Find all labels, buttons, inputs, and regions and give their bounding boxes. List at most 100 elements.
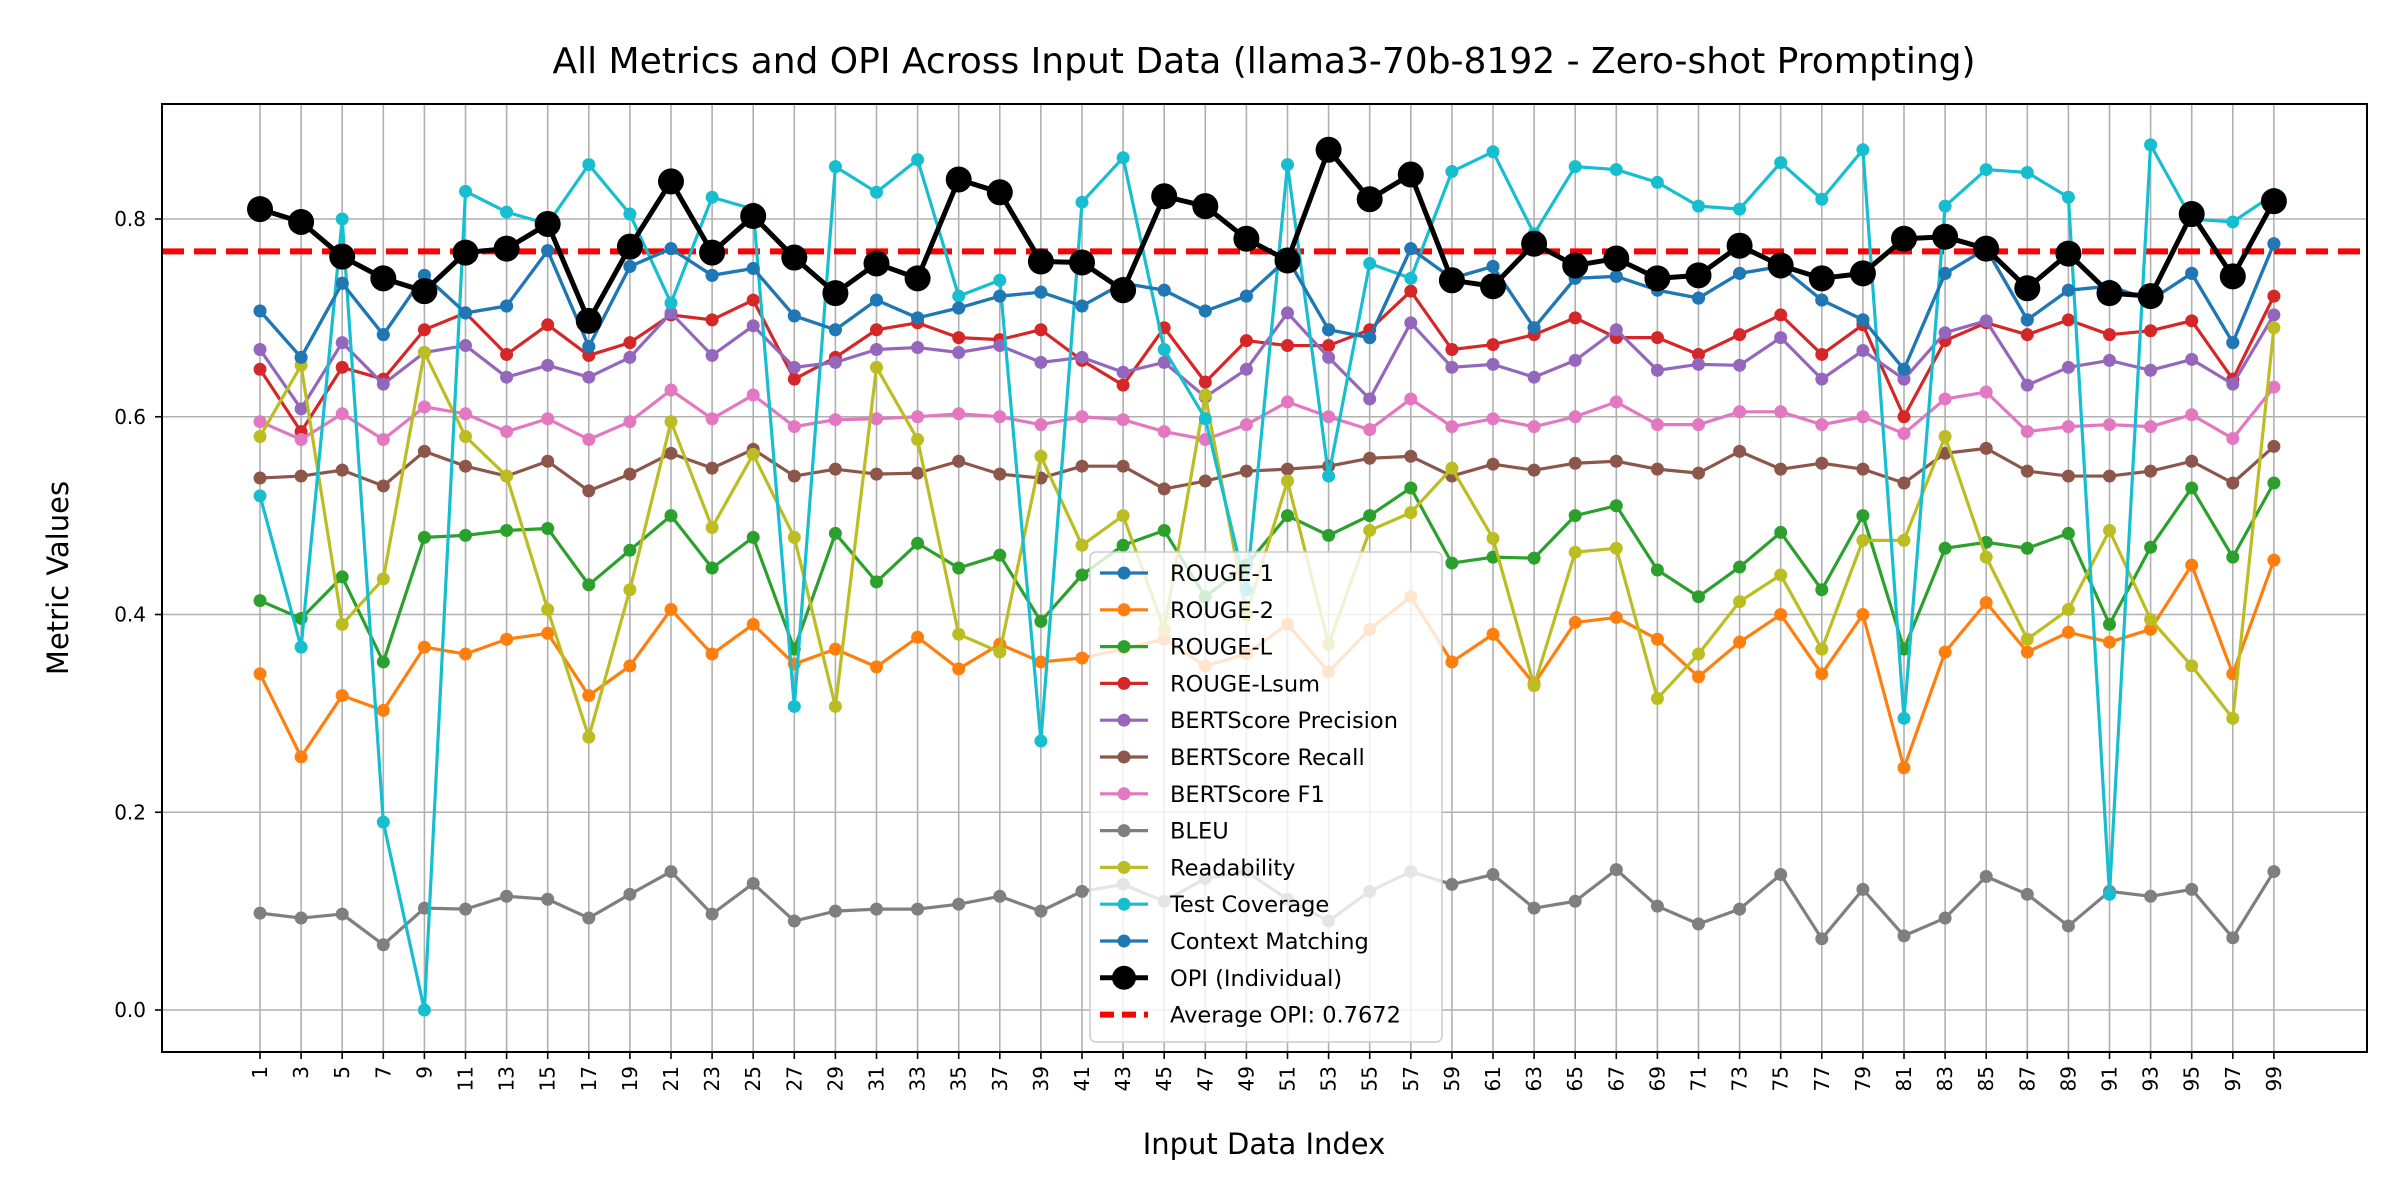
data-point-bertscore-precision xyxy=(1445,360,1459,374)
data-point-bertscore-f1 xyxy=(870,412,883,426)
data-point-opi-individual xyxy=(493,235,520,262)
data-point-bertscore-f1 xyxy=(1733,405,1747,419)
data-point-test-coverage xyxy=(1075,195,1089,209)
data-point-opi-individual xyxy=(1233,225,1260,252)
data-point-readability xyxy=(1609,541,1623,555)
data-point-bertscore-recall xyxy=(993,467,1007,481)
data-point-rouge-lsum xyxy=(623,336,637,350)
data-point-rouge-l xyxy=(1322,528,1336,542)
data-point-bertscore-recall xyxy=(1568,456,1582,470)
data-point-opi-individual xyxy=(1603,245,1630,272)
data-point-context-matching xyxy=(2020,313,2034,327)
series-line-bertscore-recall xyxy=(259,445,2275,493)
data-point-bleu xyxy=(2267,865,2281,879)
data-point-context-matching xyxy=(2061,283,2075,297)
chart-title: All Metrics and OPI Across Input Data (l… xyxy=(552,41,1975,82)
data-point-bertscore-recall xyxy=(376,479,390,493)
data-point-context-matching xyxy=(1322,323,1336,337)
data-point-bertscore-f1 xyxy=(1075,410,1089,424)
data-point-rouge-l xyxy=(952,561,966,575)
data-point-bertscore-recall xyxy=(1815,456,1829,470)
data-point-opi-individual xyxy=(1726,232,1753,259)
data-point-bertscore-f1 xyxy=(500,425,514,439)
data-point-bertscore-f1 xyxy=(1856,410,1870,424)
data-point-rouge-lsum xyxy=(1034,323,1048,337)
data-point-rouge-2 xyxy=(911,630,925,644)
data-point-context-matching xyxy=(1815,293,1829,307)
data-point-readability xyxy=(2020,632,2034,646)
data-point-rouge-l xyxy=(1856,509,1870,523)
data-point-bertscore-f1 xyxy=(952,407,966,421)
data-point-bertscore-precision xyxy=(500,370,514,384)
data-point-bertscore-recall xyxy=(1363,451,1377,465)
data-point-test-coverage xyxy=(1157,343,1171,357)
data-point-readability xyxy=(459,430,472,444)
data-point-context-matching xyxy=(911,311,925,325)
data-point-rouge-2 xyxy=(459,647,472,661)
data-point-readability xyxy=(1363,523,1377,537)
series-opi-individual xyxy=(247,136,2287,334)
x-tick-label: 97 xyxy=(2221,1066,2245,1091)
data-point-context-matching xyxy=(459,306,472,320)
data-point-test-coverage xyxy=(623,207,637,221)
x-tick-label: 85 xyxy=(1974,1066,1998,1091)
data-point-bertscore-precision xyxy=(870,343,883,357)
data-point-opi-individual xyxy=(2178,201,2205,228)
data-point-context-matching xyxy=(787,309,801,323)
data-point-readability xyxy=(746,447,760,461)
legend-swatch-marker xyxy=(1117,750,1131,764)
data-point-bleu xyxy=(294,911,308,925)
data-point-bertscore-precision xyxy=(623,350,637,364)
data-point-context-matching xyxy=(1692,291,1705,305)
data-point-rouge-2 xyxy=(746,617,760,631)
data-point-rouge-l xyxy=(1075,568,1089,582)
data-point-context-matching xyxy=(2226,336,2240,350)
data-point-test-coverage xyxy=(1116,151,1130,165)
legend-swatch-marker xyxy=(1117,713,1131,727)
data-point-bertscore-recall xyxy=(2103,469,2116,483)
data-point-context-matching xyxy=(1198,304,1212,318)
data-point-bertscore-f1 xyxy=(1938,392,1952,406)
data-point-rouge-l xyxy=(705,561,719,575)
data-point-bertscore-precision xyxy=(705,348,719,362)
data-point-bertscore-f1 xyxy=(828,413,842,427)
data-point-rouge-lsum xyxy=(1239,334,1253,348)
data-point-bertscore-recall xyxy=(1116,459,1130,473)
x-tick-label: 33 xyxy=(906,1066,930,1091)
data-point-bleu xyxy=(993,889,1007,903)
data-point-context-matching xyxy=(1075,299,1089,313)
data-point-test-coverage xyxy=(582,158,596,172)
data-point-test-coverage xyxy=(1938,199,1952,213)
data-point-bertscore-f1 xyxy=(417,400,431,414)
data-point-test-coverage xyxy=(1979,163,1993,177)
x-tick-label: 59 xyxy=(1440,1066,1464,1091)
x-tick-label: 63 xyxy=(1522,1066,1546,1091)
data-point-rouge-2 xyxy=(1445,655,1459,669)
data-point-opi-individual xyxy=(2014,275,2041,302)
data-point-bertscore-f1 xyxy=(1116,413,1130,427)
legend-item: Readability xyxy=(1100,855,1296,881)
x-tick-label: 43 xyxy=(1111,1066,1135,1091)
legend-swatch-marker xyxy=(1117,897,1131,911)
data-point-readability xyxy=(828,699,842,713)
x-tick-label: 47 xyxy=(1193,1066,1217,1091)
data-point-bertscore-precision xyxy=(952,345,966,359)
data-point-readability xyxy=(2185,659,2199,673)
data-point-opi-individual xyxy=(1356,186,1383,213)
data-point-readability xyxy=(1568,545,1582,559)
data-point-opi-individual xyxy=(2260,188,2287,215)
data-point-opi-individual xyxy=(1151,183,1178,210)
data-point-readability xyxy=(993,645,1007,659)
data-point-bertscore-recall xyxy=(2267,439,2281,453)
data-point-rouge-2 xyxy=(1034,655,1048,669)
data-point-bleu xyxy=(376,938,390,952)
data-point-context-matching xyxy=(2185,266,2199,280)
data-point-rouge-lsum xyxy=(2061,313,2075,327)
data-point-bertscore-recall xyxy=(253,471,267,485)
data-point-bertscore-recall xyxy=(1486,457,1500,471)
series-bertscore-f1 xyxy=(253,380,2281,446)
data-point-rouge-lsum xyxy=(1281,339,1294,353)
data-point-context-matching xyxy=(1897,362,1911,376)
data-point-bertscore-f1 xyxy=(1404,392,1418,406)
data-point-rouge-l xyxy=(1445,556,1459,570)
